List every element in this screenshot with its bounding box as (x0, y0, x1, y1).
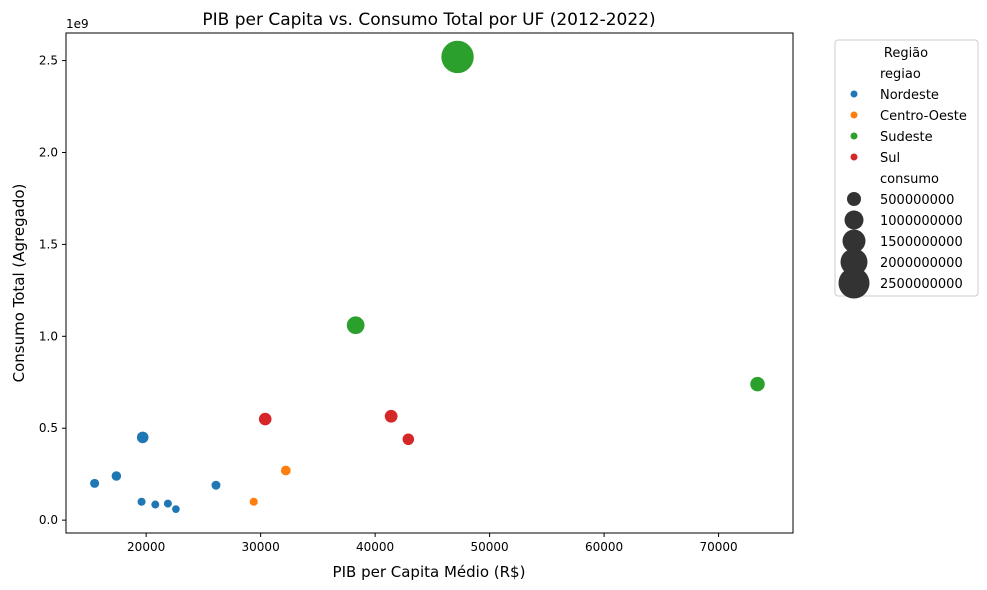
point-sudeste-0 (345, 315, 366, 335)
legend-size-label-1: 1000000000 (880, 214, 963, 229)
x-tick-label-50000: 50000 (471, 540, 509, 554)
legend-size-marker-2 (842, 229, 866, 253)
legend-swatch-nordeste (850, 90, 858, 98)
x-axis-ticks: 20000 30000 40000 50000 60000 70000 (127, 533, 738, 554)
legend-swatch-centro-oeste (850, 111, 858, 119)
y-tick-label-4: 2.0 (39, 145, 58, 159)
point-centro-oeste-0 (248, 496, 259, 507)
legend-swatch-sul (850, 153, 858, 161)
legend-label-sudeste: Sudeste (880, 130, 933, 145)
legend-label-centro-oeste: Centro-Oeste (880, 109, 967, 124)
point-sudeste-2 (749, 376, 766, 393)
data-points (89, 39, 766, 514)
y-tick-label-3: 1.5 (39, 237, 58, 251)
y-axis-label: Consumo Total (Agregado) (10, 184, 28, 383)
y-tick-label-2: 1.0 (39, 329, 58, 343)
chart-title: PIB per Capita vs. Consumo Total por UF … (202, 10, 655, 30)
point-sul-1 (383, 409, 399, 424)
y-tick-label-1: 0.5 (39, 421, 58, 435)
legend: Região regiao Nordeste Centro-Oeste Sudest… (834, 39, 979, 299)
y-offset-label: 1e9 (66, 17, 89, 31)
plot-frame (65, 32, 794, 534)
point-sul-0 (258, 411, 273, 427)
legend-size-label-3: 2000000000 (880, 256, 963, 271)
legend-size-marker-0 (847, 192, 861, 206)
legend-size-label-2: 1500000000 (880, 235, 963, 250)
point-centro-oeste-1 (280, 464, 292, 477)
point-nordeste-0 (89, 478, 100, 489)
point-nordeste-7 (210, 479, 222, 491)
x-tick-label-70000: 70000 (699, 540, 737, 554)
x-tick-label-30000: 30000 (242, 540, 280, 554)
y-tick-label-5: 2.5 (39, 54, 58, 68)
legend-size-marker-4 (838, 267, 870, 299)
point-nordeste-5 (163, 498, 173, 509)
legend-label-sul: Sul (880, 151, 900, 166)
legend-size-label-0: 500000000 (880, 193, 954, 208)
legend-size-marker-1 (844, 210, 864, 230)
legend-title: Região (884, 46, 928, 61)
legend-label-nordeste: Nordeste (880, 88, 939, 103)
y-tick-label-0: 0.0 (39, 513, 58, 527)
point-nordeste-4 (150, 499, 161, 510)
x-tick-label-60000: 60000 (585, 540, 623, 554)
point-nordeste-2 (136, 430, 150, 445)
point-nordeste-1 (110, 470, 122, 482)
legend-frame (834, 39, 979, 297)
x-tick-label-40000: 40000 (356, 540, 394, 554)
legend-size-title: consumo (880, 172, 939, 187)
y-axis-ticks: 0.0 0.5 1.0 1.5 2.0 2.5 (39, 54, 66, 527)
point-sul-2 (401, 432, 415, 446)
point-sudeste-1 (440, 39, 475, 74)
legend-swatch-sudeste (850, 132, 858, 140)
legend-size-marker-3 (840, 248, 868, 276)
legend-size-entries: 500000000 1000000000 1500000000 2000000000 2… (838, 192, 963, 299)
legend-size-label-4: 2500000000 (880, 277, 963, 292)
legend-hue-entries: Nordeste Centro-Oeste Sudeste Sul (850, 88, 967, 166)
x-tick-label-20000: 20000 (127, 540, 165, 554)
legend-hue-title: regiao (880, 67, 921, 82)
x-axis-label: PIB per Capita Médio (R$) (333, 563, 526, 581)
point-nordeste-3 (136, 496, 147, 507)
point-nordeste-6 (171, 504, 181, 514)
